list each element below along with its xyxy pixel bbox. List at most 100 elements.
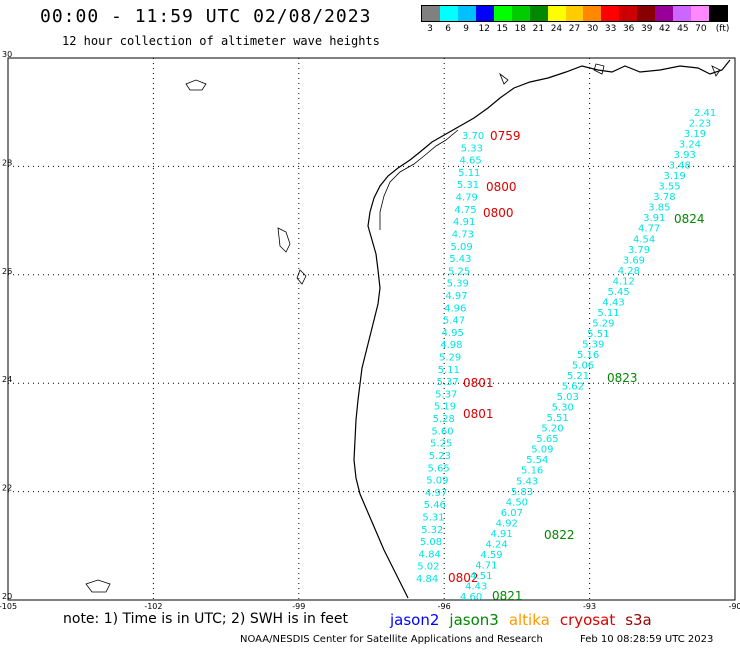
legend-label: 27 xyxy=(568,24,581,34)
legend-label: 33 xyxy=(604,24,617,34)
lat-label: 22 xyxy=(2,484,12,493)
satellite-name: cryosat xyxy=(559,611,616,629)
legend-label: 42 xyxy=(659,24,671,34)
legend-swatch xyxy=(691,6,709,21)
legend-label: 30 xyxy=(586,24,599,34)
wave-height-value: 5.47 xyxy=(443,316,465,327)
lon-label: -96 xyxy=(438,602,451,611)
wave-height-value: 5.54 xyxy=(526,455,548,466)
legend-swatch xyxy=(709,6,727,21)
wave-height-value: 4.50 xyxy=(506,497,528,508)
wave-height-value: 5.65 xyxy=(428,463,450,474)
legend-label: 12 xyxy=(478,24,490,34)
pass-time-label: 0802 xyxy=(448,571,479,585)
wave-height-value: 4.65 xyxy=(459,156,481,167)
legend-label: 3 xyxy=(427,24,433,34)
wave-height-value: 4.51 xyxy=(470,571,492,582)
lon-label: -99 xyxy=(292,602,305,611)
legend-swatches xyxy=(421,5,728,22)
legend-swatch xyxy=(655,6,674,21)
pass-time-label: 0822 xyxy=(544,528,575,542)
lake-outline xyxy=(185,79,207,91)
wave-height-value: 5.43 xyxy=(516,476,538,487)
wave-height-value: 4.84 xyxy=(419,549,441,560)
wave-height-value: 4.54 xyxy=(633,234,655,245)
wave-height-value: 5.11 xyxy=(597,308,619,319)
legend-label: 39 xyxy=(641,24,653,34)
legend-swatch xyxy=(493,6,512,21)
wave-height-value: 4.79 xyxy=(456,193,478,204)
wave-height-value: 4.59 xyxy=(480,550,502,561)
wave-height-value: 4.43 xyxy=(465,581,487,592)
wave-height-value: 5.83 xyxy=(511,487,533,498)
lon-label: -93 xyxy=(583,602,596,611)
wave-height-value: 5.11 xyxy=(438,365,460,376)
wave-height-value: 4.60 xyxy=(460,592,482,603)
wave-height-value: 5.19 xyxy=(434,402,456,413)
legend-label: 9 xyxy=(463,24,470,34)
wave-height-value: 5.46 xyxy=(424,500,446,511)
wave-height-value: 5.16 xyxy=(577,350,599,361)
wave-height-value: 4.12 xyxy=(613,276,635,287)
wave-height-value: 4.84 xyxy=(416,574,438,585)
wave-height-value: 4.98 xyxy=(440,340,462,351)
legend-label: 24 xyxy=(550,24,563,34)
wave-height-value: 6.07 xyxy=(501,508,523,519)
lake-outline xyxy=(277,227,291,253)
legend-label: 45 xyxy=(677,24,689,34)
lon-label: -102 xyxy=(144,602,162,611)
wave-height-value: 3.85 xyxy=(648,203,670,214)
color-legend: 3 6 9 12 15 18 21 24 27 30 33 36 39 42 45 70 (ft) xyxy=(421,5,730,36)
pass-time-label: 0801 xyxy=(463,407,494,421)
pass-time-label: 0821 xyxy=(492,589,523,603)
wave-height-value: 5.60 xyxy=(431,426,453,437)
legend-label: 15 xyxy=(496,24,508,34)
legend-swatch xyxy=(637,6,656,21)
legend-label: 36 xyxy=(622,24,635,34)
wave-height-value: 3.24 xyxy=(679,140,701,151)
legend-swatch xyxy=(529,6,548,21)
wave-height-value: 5.51 xyxy=(587,329,609,340)
wave-height-value: 4.43 xyxy=(602,297,624,308)
wave-height-value: 5.32 xyxy=(421,525,443,536)
wave-height-value: 5.09 xyxy=(531,445,553,456)
wave-height-value: 5.65 xyxy=(536,434,558,445)
legend-swatch xyxy=(439,6,458,21)
wave-height-value: 2.41 xyxy=(694,108,716,119)
wave-height-value: 5.08 xyxy=(420,537,442,548)
wave-height-value: 5.02 xyxy=(417,562,439,573)
wave-height-value: 5.23 xyxy=(429,451,451,462)
map-subtitle: 12 hour collection of altimeter wave hei… xyxy=(62,34,380,48)
lat-label: 20 xyxy=(2,592,12,601)
pass-time-label: 0800 xyxy=(483,206,514,220)
barrier-island-line xyxy=(379,129,459,230)
wave-height-value: 5.28 xyxy=(433,414,455,425)
lat-label: 26 xyxy=(2,267,12,276)
wave-height-value: 5.30 xyxy=(552,403,574,414)
wave-height-value: 3.93 xyxy=(674,150,696,161)
wave-height-value: 5.43 xyxy=(449,254,471,265)
map-frame xyxy=(7,57,736,601)
wave-height-value: 5.51 xyxy=(546,413,568,424)
lake-outline xyxy=(593,63,605,75)
wave-height-value: 4.24 xyxy=(485,539,507,550)
wave-height-value: 5.31 xyxy=(422,512,444,523)
lat-label: 24 xyxy=(2,375,12,384)
legend-swatch xyxy=(475,6,494,21)
legend-label: 21 xyxy=(532,24,545,34)
satellite-name: jason2 xyxy=(390,611,440,629)
wave-height-value: 5.33 xyxy=(461,143,483,154)
wave-height-value: 4.91 xyxy=(453,217,475,228)
wave-height-value: 5.20 xyxy=(541,424,563,435)
legend-swatch xyxy=(547,6,566,21)
satellite-legend: jason2 jason3 altika cryosat s3a xyxy=(390,611,662,629)
wave-height-value: 5.37 xyxy=(436,377,458,388)
legend-label: 6 xyxy=(445,24,451,34)
legend-labels: 3 6 9 12 15 18 21 24 27 30 33 36 39 42 45 70 (ft) xyxy=(421,22,730,36)
legend-label: 18 xyxy=(514,24,527,34)
wave-height-value: 5.06 xyxy=(572,361,594,372)
lon-label: -105 xyxy=(0,602,17,611)
wave-height-value: 5.39 xyxy=(447,279,469,290)
legend-unit: (ft) xyxy=(715,24,730,34)
wave-height-value: 5.31 xyxy=(457,180,479,191)
